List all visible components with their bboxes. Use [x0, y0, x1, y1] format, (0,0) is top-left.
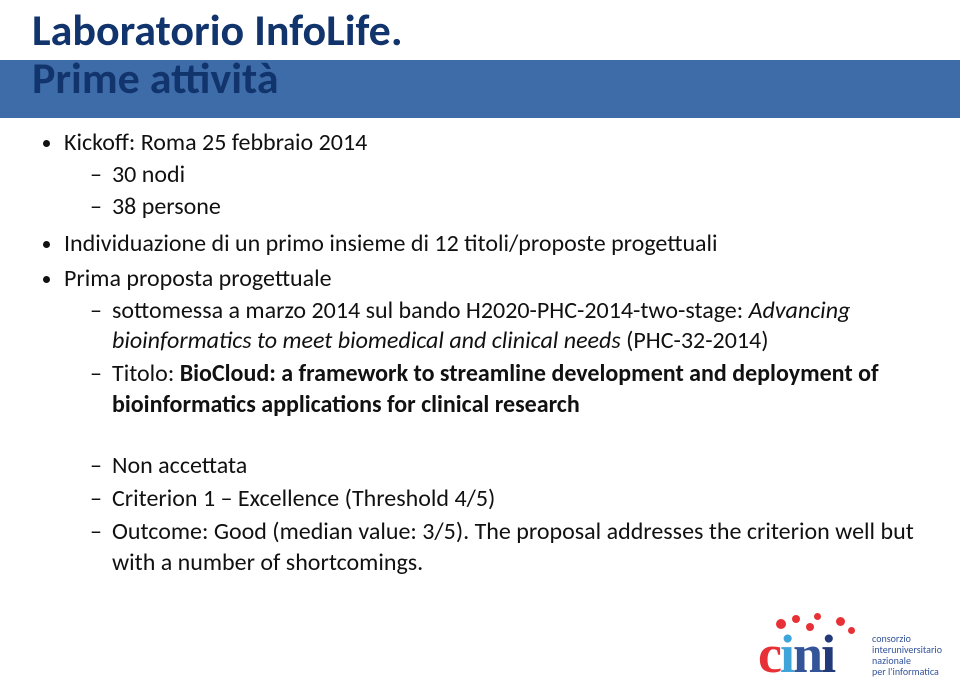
logo-letters: cini — [758, 627, 834, 681]
title-line-2: Prime attività — [32, 51, 279, 105]
bullet-kickoff-text: Kickoff: Roma 25 febbraio 2014 — [64, 128, 367, 157]
bullet-proposta-text: Prima proposta progettuale — [64, 264, 332, 293]
sub-persone: 38 persone — [90, 192, 920, 223]
sub-criterion: Criterion 1 – Excellence (Threshold 4/5) — [90, 484, 920, 515]
bullet-kickoff: Kickoff: Roma 25 febbraio 2014 30 nodi 3… — [64, 128, 920, 223]
logo-letter-c: c — [758, 624, 780, 684]
sub-outcome: Outcome: Good (median value: 3/5). The p… — [90, 517, 920, 578]
logo-letter-n: n — [793, 624, 821, 684]
cini-logo: cini consorzio interuniversitario nazion… — [758, 613, 942, 681]
spacer — [64, 426, 920, 450]
logo-dot-icon — [848, 627, 855, 634]
sub-titolo-pre: Titolo: — [112, 359, 180, 388]
logo-dot-icon — [836, 617, 845, 626]
sub-titolo: Titolo: BioCloud: a framework to streaml… — [90, 359, 920, 420]
sub-sottomessa-post: (PHC-32-2014) — [621, 326, 769, 355]
logo-dot-icon — [814, 613, 821, 620]
logo-mark: cini — [758, 613, 866, 681]
bullet-individuazione: Individuazione di un primo insieme di 12… — [64, 229, 920, 260]
slide-title: Laboratorio InfoLife. Prime attività — [32, 6, 403, 103]
slide-content: Kickoff: Roma 25 febbraio 2014 30 nodi 3… — [38, 128, 920, 584]
logo-letter-i1: i — [780, 624, 793, 684]
sub-nodi: 30 nodi — [90, 160, 920, 191]
title-line-1: Laboratorio InfoLife. — [32, 3, 403, 57]
sub-sottomessa: sottomessa a marzo 2014 sul bando H2020-… — [90, 296, 920, 357]
bullet-proposta: Prima proposta progettuale sottomessa a … — [64, 264, 920, 578]
logo-tag-4: per l'informatica — [872, 665, 939, 678]
sub-sottomessa-pre: sottomessa a marzo 2014 sul bando H2020-… — [112, 296, 749, 325]
sub-non-accettata: Non accettata — [90, 451, 920, 482]
sub-titolo-bold: BioCloud: a framework to streamline deve… — [112, 359, 879, 419]
logo-tagline: consorzio interuniversitario nazionale p… — [872, 633, 942, 677]
logo-dot-icon — [792, 615, 800, 623]
slide-header: Laboratorio InfoLife. Prime attività — [0, 0, 960, 120]
logo-letter-i2: i — [821, 624, 834, 684]
